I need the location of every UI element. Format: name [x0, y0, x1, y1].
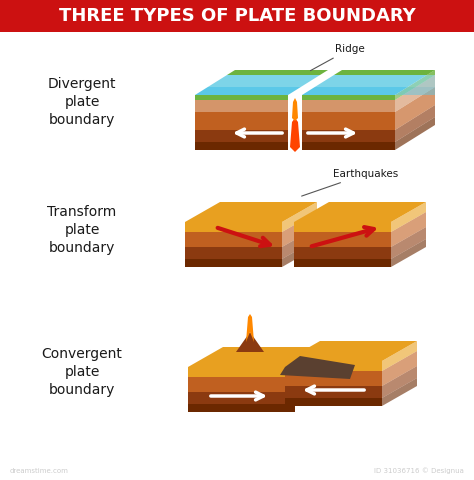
Polygon shape [188, 361, 306, 367]
Polygon shape [294, 216, 401, 222]
Polygon shape [294, 222, 391, 232]
Polygon shape [391, 202, 426, 232]
Polygon shape [199, 353, 319, 361]
Polygon shape [188, 367, 295, 377]
Polygon shape [395, 87, 435, 130]
Polygon shape [188, 392, 295, 404]
Polygon shape [195, 142, 288, 150]
Polygon shape [408, 75, 435, 87]
Polygon shape [292, 98, 298, 121]
Polygon shape [188, 404, 295, 412]
Polygon shape [195, 87, 301, 95]
Polygon shape [294, 247, 391, 259]
Polygon shape [395, 117, 435, 150]
Polygon shape [310, 341, 417, 347]
Polygon shape [285, 355, 392, 361]
Polygon shape [285, 386, 382, 398]
Polygon shape [315, 75, 427, 87]
Polygon shape [391, 212, 426, 247]
Polygon shape [195, 112, 288, 130]
FancyBboxPatch shape [0, 0, 474, 32]
Text: Ridge: Ridge [310, 44, 365, 71]
Polygon shape [391, 239, 426, 267]
Polygon shape [382, 341, 417, 371]
Polygon shape [208, 75, 320, 87]
Polygon shape [185, 222, 282, 232]
Polygon shape [334, 70, 435, 75]
Polygon shape [195, 100, 288, 112]
Polygon shape [427, 70, 435, 75]
Polygon shape [282, 239, 317, 267]
Polygon shape [304, 208, 416, 216]
Polygon shape [212, 347, 330, 353]
Polygon shape [382, 366, 417, 398]
Polygon shape [282, 227, 317, 259]
Text: THREE TYPES OF PLATE BOUNDARY: THREE TYPES OF PLATE BOUNDARY [59, 7, 415, 25]
Polygon shape [185, 247, 282, 259]
Polygon shape [302, 142, 395, 150]
Polygon shape [294, 232, 391, 247]
Text: ID 31036716 © Designua: ID 31036716 © Designua [374, 468, 464, 474]
Polygon shape [395, 75, 435, 112]
Polygon shape [302, 112, 395, 130]
Polygon shape [290, 118, 300, 152]
Polygon shape [185, 259, 282, 267]
Polygon shape [285, 371, 382, 386]
Polygon shape [282, 212, 317, 247]
Polygon shape [285, 361, 382, 371]
Text: dreamstime.com: dreamstime.com [10, 468, 69, 474]
Polygon shape [395, 70, 435, 100]
Text: Divergent
plate
boundary: Divergent plate boundary [48, 77, 116, 127]
Polygon shape [282, 202, 317, 232]
Polygon shape [246, 314, 254, 342]
Polygon shape [391, 227, 426, 259]
Polygon shape [302, 95, 395, 100]
Text: Transform
plate
boundary: Transform plate boundary [47, 204, 117, 255]
Polygon shape [285, 398, 382, 406]
Polygon shape [395, 87, 435, 95]
Polygon shape [185, 216, 292, 222]
Polygon shape [236, 332, 264, 352]
Text: Convergent
plate
boundary: Convergent plate boundary [42, 347, 122, 397]
Polygon shape [195, 130, 288, 142]
Polygon shape [382, 351, 417, 386]
Polygon shape [319, 202, 426, 208]
Polygon shape [210, 202, 317, 208]
Polygon shape [294, 259, 391, 267]
Polygon shape [188, 377, 295, 392]
Polygon shape [302, 87, 408, 95]
Polygon shape [280, 356, 355, 379]
Polygon shape [195, 95, 288, 100]
Polygon shape [382, 378, 417, 406]
Polygon shape [185, 232, 282, 247]
Polygon shape [395, 105, 435, 142]
Polygon shape [302, 100, 395, 112]
Polygon shape [302, 130, 395, 142]
Polygon shape [195, 208, 307, 216]
Text: Earthquakes: Earthquakes [301, 169, 398, 196]
Polygon shape [227, 70, 328, 75]
Polygon shape [295, 347, 407, 355]
